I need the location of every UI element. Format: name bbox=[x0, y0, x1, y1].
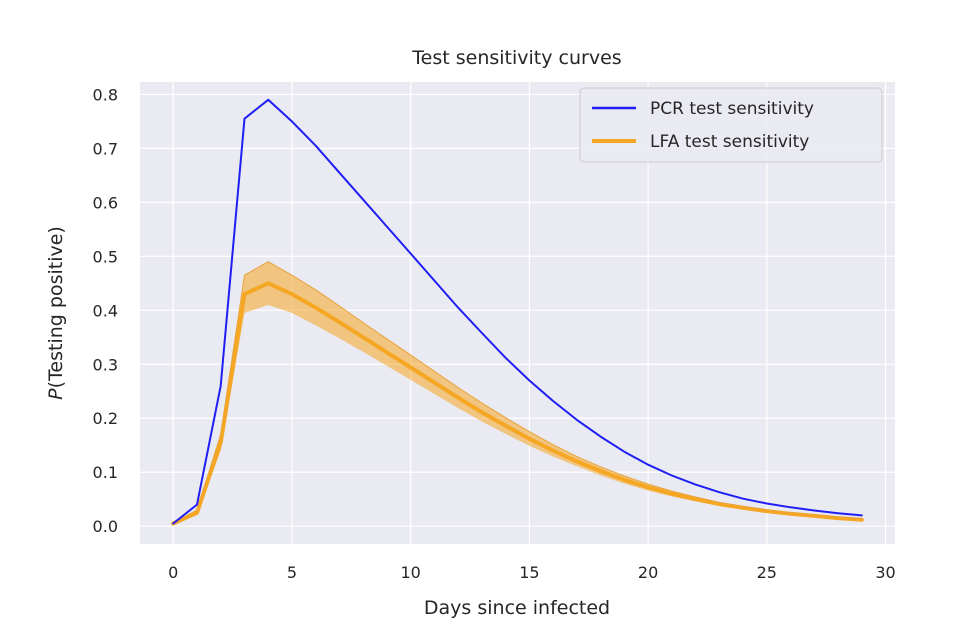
pcr-sensitivity-line bbox=[172, 98, 863, 525]
x-axis-label: Days since infected bbox=[424, 597, 610, 619]
y-tick-label: 0.2 bbox=[93, 409, 118, 428]
x-tick-label: 30 bbox=[875, 563, 895, 582]
x-tick-label: 0 bbox=[168, 563, 178, 582]
x-tick-labels: 0 5 10 15 20 25 30 bbox=[168, 563, 896, 582]
y-tick-label: 0.8 bbox=[93, 85, 118, 104]
legend: PCR test sensitivity LFA test sensitivit… bbox=[579, 87, 883, 163]
series-lines bbox=[171, 98, 864, 526]
y-tick-label: 0.3 bbox=[93, 355, 118, 374]
x-tick-label: 10 bbox=[400, 563, 420, 582]
y-axis-label-italic: P bbox=[45, 388, 67, 400]
y-tick-labels: 0.0 0.1 0.2 0.3 0.4 0.5 0.6 0.7 0.8 bbox=[93, 85, 118, 536]
legend-label-lfa: LFA test sensitivity bbox=[650, 132, 809, 152]
lfa-upper-edge-line bbox=[172, 261, 863, 524]
x-tick-label: 25 bbox=[757, 563, 777, 582]
y-tick-label: 0.5 bbox=[93, 247, 118, 266]
y-tick-label: 0.6 bbox=[93, 193, 118, 212]
y-tick-label: 0.1 bbox=[93, 463, 118, 482]
y-axis-label: P(Testing positive) bbox=[45, 226, 67, 400]
lfa-sensitivity-line bbox=[171, 281, 864, 526]
x-tick-label: 20 bbox=[638, 563, 658, 582]
y-tick-label: 0.7 bbox=[93, 139, 118, 158]
x-tick-label: 5 bbox=[287, 563, 297, 582]
legend-box bbox=[579, 87, 883, 163]
legend-label-pcr: PCR test sensitivity bbox=[650, 99, 814, 119]
y-tick-label: 0.0 bbox=[93, 517, 118, 536]
grid-lines bbox=[140, 82, 895, 544]
chart-title: Test sensitivity curves bbox=[411, 47, 621, 69]
x-tick-label: 15 bbox=[519, 563, 539, 582]
y-axis-label-rest: (Testing positive) bbox=[45, 226, 67, 388]
y-tick-label: 0.4 bbox=[93, 301, 118, 320]
